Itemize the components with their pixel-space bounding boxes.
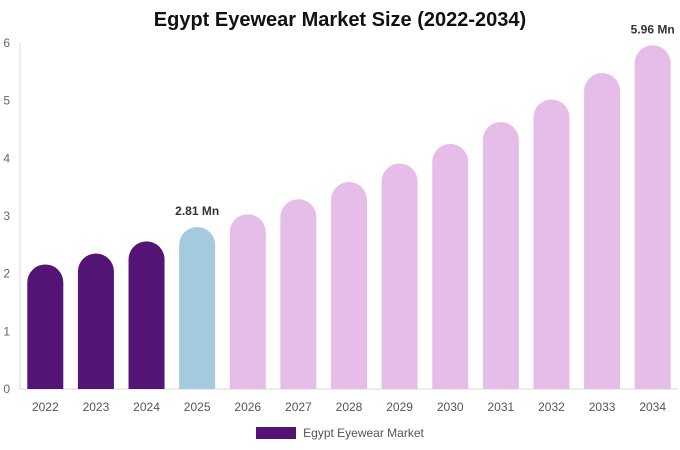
bar-2028 [331, 181, 367, 389]
legend-label: Egypt Eyewear Market [303, 426, 424, 440]
y-tick-label: 1 [3, 324, 10, 338]
bar-2024 [128, 241, 165, 389]
x-tick-label: 2032 [538, 400, 565, 414]
chart-labels: 2022 2023 2024 2025 2026 2027 2028 2029 2030 2031… [32, 22, 675, 414]
bar-2027 [280, 199, 317, 389]
chart-title: Egypt Eyewear Market Size (2022-2034) [153, 9, 527, 31]
x-tick-label: 2027 [285, 400, 312, 414]
x-tick-label: 2030 [437, 400, 464, 414]
y-tick-label: 6 [3, 36, 10, 50]
y-tick-label: 5 [3, 94, 10, 108]
bar-2022 [27, 264, 64, 389]
bar-2030 [432, 143, 469, 389]
bar-2023 [77, 253, 114, 389]
x-tick-label: 2023 [83, 400, 110, 414]
legend: Egypt Eyewear Market [0, 426, 680, 440]
legend-swatch [256, 427, 297, 439]
data-label: 5.96 Mn [631, 22, 675, 36]
chart-bars [27, 45, 671, 389]
y-tick-label: 2 [3, 267, 10, 281]
y-tick-label: 0 [3, 382, 10, 396]
x-tick-label: 2022 [32, 400, 59, 414]
bar-2034 [634, 45, 671, 389]
x-tick-label: 2029 [386, 400, 413, 414]
bar-2029 [381, 163, 418, 389]
bar-2033 [584, 72, 621, 389]
x-tick-label: 2028 [336, 400, 363, 414]
bar-2032 [533, 99, 570, 389]
bar-2026 [229, 214, 266, 389]
x-tick-label: 2034 [639, 400, 666, 414]
bar-2025 [179, 226, 216, 389]
data-label: 2.81 Mn [175, 204, 219, 218]
x-tick-label: 2033 [589, 400, 616, 414]
x-tick-label: 2024 [133, 400, 160, 414]
y-tick-label: 3 [3, 209, 10, 223]
x-tick-label: 2026 [234, 400, 261, 414]
x-tick-label: 2031 [487, 400, 514, 414]
y-tick-label: 4 [3, 151, 10, 165]
x-tick-label: 2025 [184, 400, 211, 414]
bar-2031 [482, 122, 519, 389]
